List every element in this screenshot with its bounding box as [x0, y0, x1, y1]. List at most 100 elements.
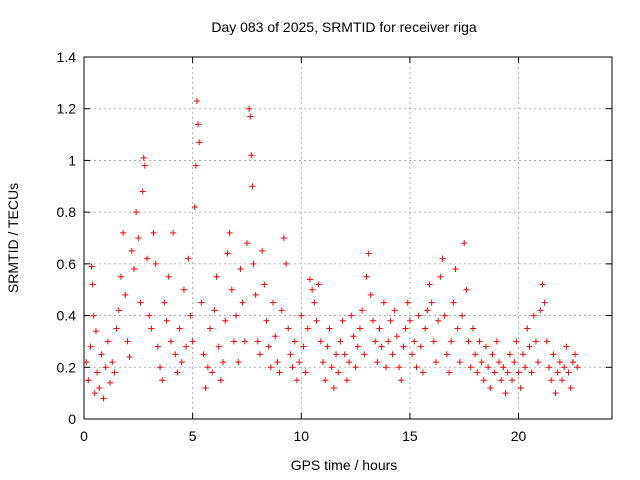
data-point: [178, 359, 185, 366]
data-point: [254, 338, 261, 345]
data-point: [204, 364, 211, 371]
data-point: [506, 351, 513, 358]
data-point: [217, 377, 224, 384]
data-point: [526, 343, 533, 350]
data-point: [489, 351, 496, 358]
data-point: [111, 369, 118, 376]
data-point: [339, 317, 346, 324]
data-point: [304, 325, 311, 332]
data-point: [389, 351, 396, 358]
data-point: [87, 343, 94, 350]
data-point: [367, 291, 374, 298]
data-point: [165, 273, 172, 280]
data-point: [193, 97, 200, 104]
data-point: [130, 266, 137, 273]
data-point: [519, 351, 526, 358]
y-tick-label: 0.2: [57, 359, 77, 375]
data-point: [96, 384, 103, 391]
data-point: [91, 390, 98, 397]
data-point: [309, 286, 316, 293]
y-tick-label: 1: [68, 152, 76, 168]
data-point: [522, 364, 529, 371]
data-point: [109, 359, 116, 366]
data-point: [220, 359, 227, 366]
data-point: [215, 343, 222, 350]
data-point: [140, 154, 147, 161]
data-point: [228, 286, 235, 293]
y-tick-label: 0.4: [57, 308, 77, 324]
data-point: [128, 247, 135, 254]
data-point: [532, 338, 539, 345]
data-point: [90, 312, 97, 319]
data-point: [267, 364, 274, 371]
data-point: [387, 317, 394, 324]
plot-frame: [83, 56, 613, 420]
data-point: [298, 312, 305, 319]
data-point: [296, 359, 303, 366]
data-point: [192, 162, 199, 169]
data-point: [198, 299, 205, 306]
data-point: [139, 188, 146, 195]
data-points: [83, 97, 581, 402]
data-point: [233, 312, 240, 319]
data-point: [324, 343, 331, 350]
data-point: [183, 343, 190, 350]
data-point: [515, 369, 522, 376]
data-point: [278, 307, 285, 314]
y-tick-label: 0: [68, 411, 76, 427]
data-point: [487, 384, 494, 391]
data-point: [337, 338, 344, 345]
data-point: [383, 364, 390, 371]
data-point: [461, 240, 468, 247]
data-point: [157, 364, 164, 371]
data-point: [326, 325, 333, 332]
data-point: [213, 273, 220, 280]
data-point: [247, 113, 254, 120]
data-point: [207, 325, 214, 332]
data-point: [226, 229, 233, 236]
data-point: [378, 343, 385, 350]
data-point: [493, 338, 500, 345]
data-point: [272, 333, 279, 340]
chart-title: Day 083 of 2025, SRMTID for receiver rig…: [211, 19, 477, 35]
data-point: [94, 369, 101, 376]
data-point: [496, 359, 503, 366]
data-point: [393, 333, 400, 340]
data-point: [352, 364, 359, 371]
data-point: [249, 183, 256, 190]
data-point: [274, 359, 281, 366]
data-point: [356, 325, 363, 332]
data-point: [287, 351, 294, 358]
data-point: [120, 229, 127, 236]
data-point: [265, 343, 272, 350]
data-point: [433, 359, 439, 366]
data-point: [285, 325, 292, 332]
data-point: [100, 395, 107, 402]
data-point: [413, 364, 420, 371]
data-point: [430, 338, 437, 345]
data-point: [113, 325, 120, 332]
data-point: [195, 121, 202, 128]
data-point: [341, 351, 348, 358]
data-point: [126, 353, 133, 360]
data-point: [176, 325, 183, 332]
data-point: [313, 317, 320, 324]
data-point: [574, 364, 581, 371]
data-point: [465, 338, 472, 345]
data-point: [435, 317, 442, 324]
data-point: [148, 325, 155, 332]
data-point: [406, 317, 413, 324]
data-point: [443, 351, 450, 358]
data-point: [211, 307, 218, 314]
data-point: [528, 369, 535, 376]
data-point: [124, 338, 131, 345]
data-point: [104, 338, 111, 345]
x-tick-label: 15: [402, 428, 418, 444]
data-point: [185, 255, 192, 262]
data-point: [396, 364, 403, 371]
data-point: [270, 299, 277, 306]
data-point: [365, 250, 372, 257]
data-point: [482, 343, 489, 350]
data-point: [92, 328, 99, 335]
x-axis-label: GPS time / hours: [291, 457, 398, 473]
